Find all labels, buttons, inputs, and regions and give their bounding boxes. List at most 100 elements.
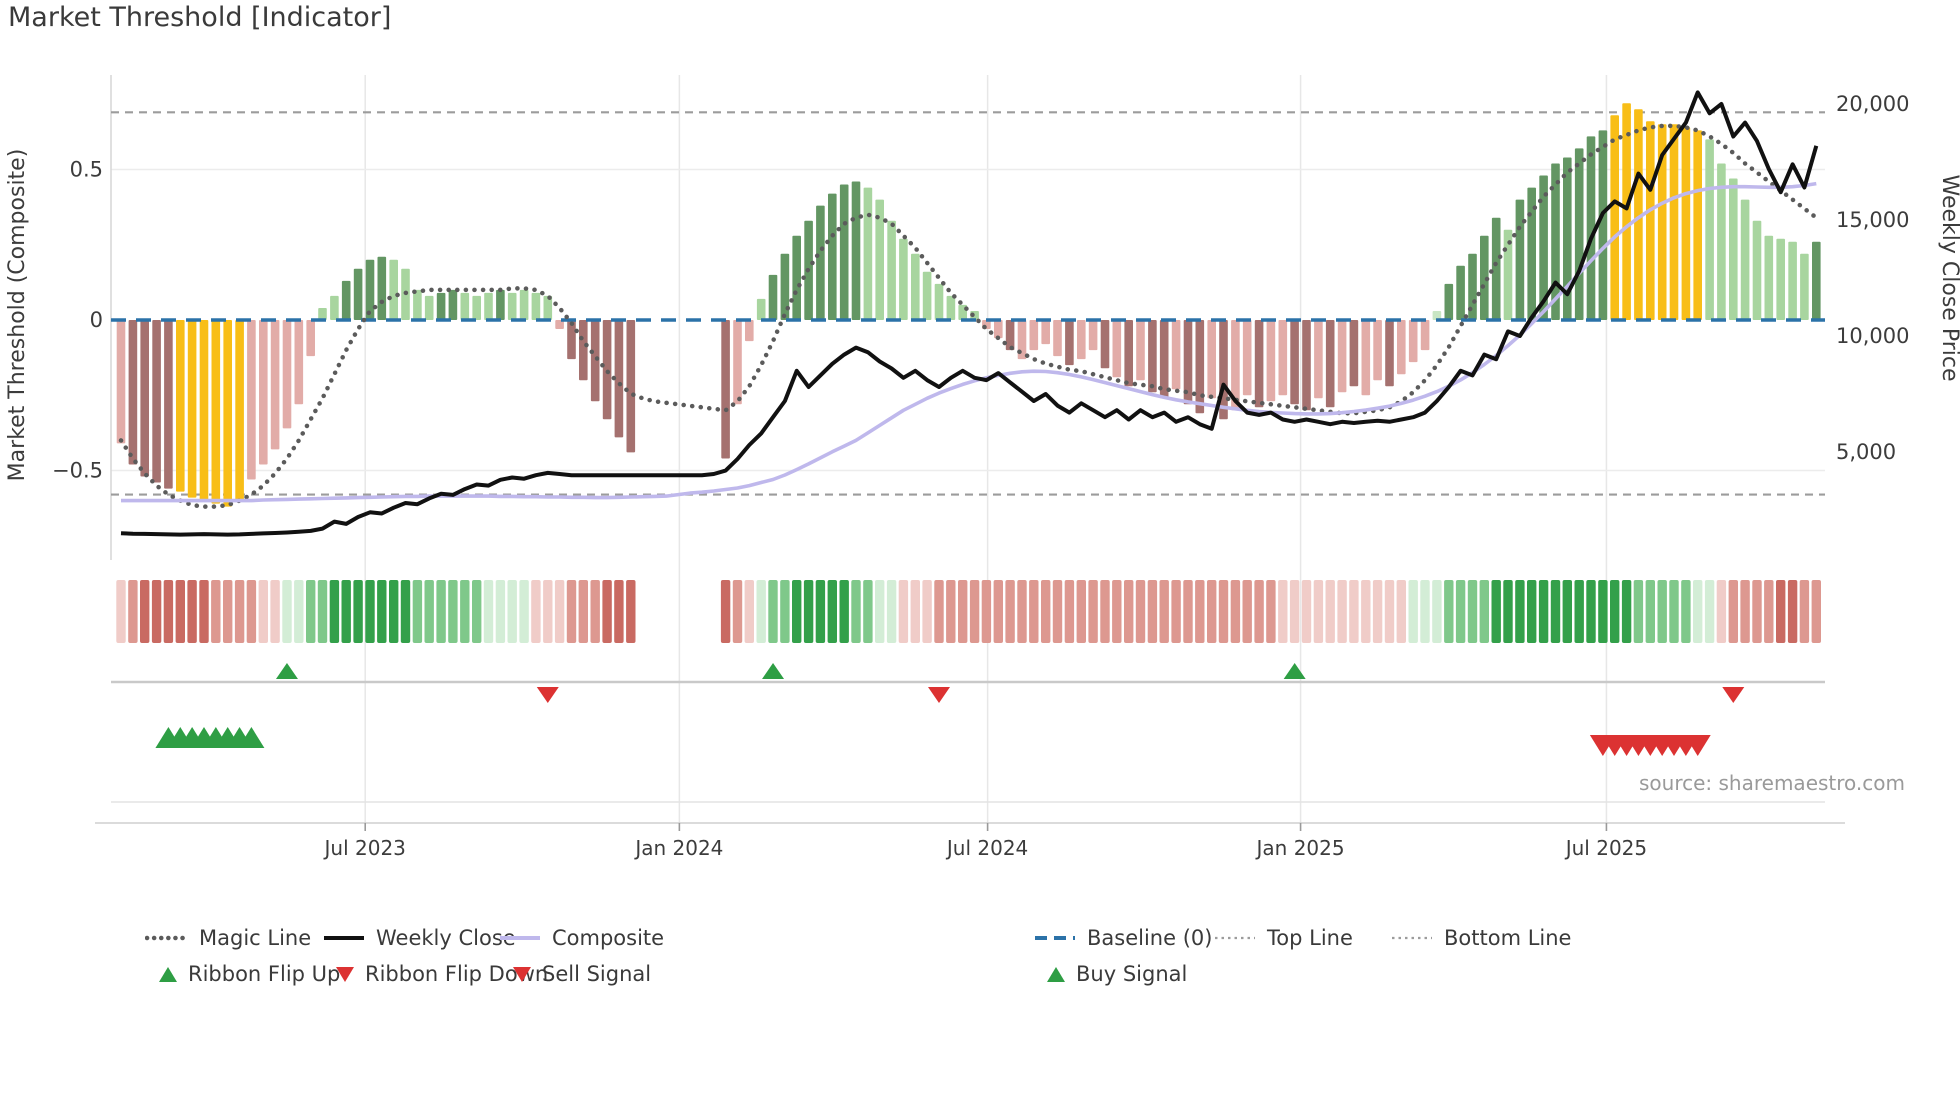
ribbon-cell [1716, 580, 1727, 643]
threshold-bar [1669, 124, 1679, 320]
threshold-bar [1480, 235, 1489, 320]
ribbon-flip-up-marker [1283, 663, 1306, 679]
ribbon-cell [234, 580, 245, 643]
threshold-bar [1314, 320, 1323, 399]
x-tick-label: Jul 2023 [323, 836, 406, 860]
ribbon-cell [1301, 580, 1312, 643]
right-tick-label: 15,000 [1836, 208, 1909, 232]
left-axis-title: Market Threshold (Composite) [5, 149, 30, 482]
threshold-bar [614, 320, 624, 438]
ribbon-cell [768, 580, 778, 643]
threshold-bar [1657, 124, 1667, 320]
ribbon-cell [554, 580, 565, 643]
ribbon-cell [1207, 580, 1217, 643]
x-tick-label: Jul 2024 [945, 836, 1028, 860]
ribbon-cell [1041, 580, 1051, 643]
ribbon-cell [1254, 580, 1264, 643]
threshold-bar [828, 193, 837, 320]
x-tick-label: Jul 2025 [1564, 836, 1647, 860]
ribbon-cell [1645, 580, 1655, 643]
threshold-bar [496, 289, 505, 320]
threshold-bar [839, 184, 849, 320]
threshold-bar [626, 320, 636, 453]
ribbon-cell [1076, 580, 1086, 643]
sell-signal-marker [1684, 735, 1711, 756]
threshold-bar [152, 320, 161, 483]
legend-label: Sell Signal [542, 962, 652, 986]
threshold-bar [1586, 136, 1596, 320]
solid-line-icon [500, 936, 540, 940]
threshold-bar [1539, 175, 1548, 320]
threshold-bar [1373, 320, 1382, 381]
right-tick-label: 20,000 [1836, 92, 1909, 116]
threshold-bar [1148, 320, 1157, 393]
ribbon-cell [1005, 580, 1015, 643]
right-tick-label: 5,000 [1836, 440, 1896, 464]
threshold-bar [1195, 320, 1205, 414]
threshold-bar [1349, 320, 1359, 387]
threshold-bar [247, 320, 256, 480]
threshold-bar [934, 283, 944, 320]
threshold-bar [1574, 148, 1584, 320]
trend-ribbon [116, 580, 1821, 643]
ribbon-cell [543, 580, 553, 643]
threshold-bar [448, 289, 458, 320]
threshold-bar [235, 320, 244, 501]
ribbon-cell [1313, 580, 1324, 643]
threshold-bar [1219, 320, 1228, 420]
threshold-bar [1183, 320, 1193, 405]
ribbon-cell [1740, 580, 1750, 643]
ribbon-cell [163, 580, 174, 643]
threshold-bar [1752, 220, 1762, 320]
triangle-down-icon [336, 966, 354, 982]
threshold-bar [1646, 121, 1655, 320]
ribbon-cell [1112, 580, 1122, 643]
ribbon-cell [1266, 580, 1276, 643]
legend-item-buy-signal: Buy Signal [1046, 962, 1187, 986]
threshold-bar [922, 271, 932, 320]
threshold-bar [1776, 238, 1785, 320]
threshold-bar [282, 320, 292, 429]
threshold-bar [1100, 320, 1110, 369]
threshold-bar [306, 320, 315, 357]
threshold-bar [1112, 320, 1122, 378]
ribbon-cell [1515, 580, 1525, 643]
ribbon-cell [389, 580, 399, 643]
ribbon-cell [258, 580, 268, 643]
legend-label: Ribbon Flip Up [188, 962, 341, 986]
ribbon-cell [1396, 580, 1406, 643]
threshold-bar [259, 320, 268, 465]
buy-signal-marker [238, 727, 265, 748]
threshold-bar [1764, 235, 1774, 320]
solid-line-icon [324, 936, 364, 940]
ribbon-cell [1171, 580, 1181, 643]
ribbon-flip-up-marker [275, 663, 298, 679]
ribbon-cell [756, 580, 766, 643]
ribbon-cell [1195, 580, 1205, 643]
left-tick-label: 0.5 [70, 158, 103, 182]
gridlines [110, 75, 1825, 823]
ribbon-cell [1610, 580, 1620, 643]
ribbon-cell [1100, 580, 1110, 643]
threshold-bar [1432, 311, 1442, 320]
threshold-bar [1136, 320, 1145, 381]
threshold-bar [994, 320, 1003, 339]
threshold-bar [792, 235, 801, 320]
threshold-bar [1053, 320, 1062, 357]
ribbon-cell [958, 580, 968, 643]
magic-line [118, 123, 1819, 509]
threshold-bar [745, 320, 754, 342]
ribbon-cell [472, 580, 482, 643]
ribbon-cell [1088, 580, 1098, 643]
legend-label: Magic Line [199, 926, 312, 950]
threshold-bar [187, 320, 197, 498]
weekly-close-line [120, 90, 1819, 537]
ribbon-cell [1135, 580, 1146, 643]
threshold-bar [1397, 320, 1406, 375]
threshold-bar [270, 320, 280, 450]
ribbon-cell [246, 580, 257, 643]
threshold-bar [1041, 320, 1050, 345]
threshold-bar [211, 320, 221, 504]
legend-label: Buy Signal [1076, 962, 1188, 986]
